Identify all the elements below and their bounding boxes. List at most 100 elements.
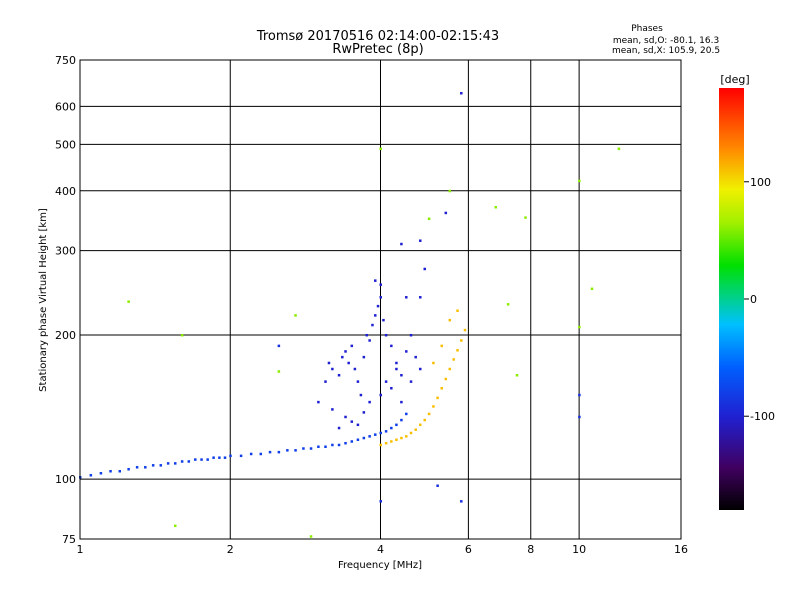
y-axis-title: Stationary phase Virtual Height [km] [38, 208, 49, 392]
data-point [427, 412, 431, 416]
data-point [379, 443, 382, 447]
data-point [362, 436, 366, 440]
data-point [395, 361, 398, 365]
data-point [194, 458, 197, 461]
stats-o-line: mean, sd,O: -80.1, 16.3 [613, 36, 719, 46]
data-point [590, 287, 594, 291]
y-tick-label: 75 [62, 533, 76, 546]
data-point [436, 396, 439, 400]
data-point [356, 380, 360, 383]
data-point [384, 441, 388, 445]
data-point [229, 454, 232, 458]
data-point [350, 440, 354, 443]
data-point [368, 339, 371, 342]
data-point [374, 433, 377, 436]
data-point [206, 458, 209, 461]
data-point [395, 367, 398, 371]
data-point [89, 474, 93, 477]
data-point [419, 423, 422, 427]
data-point [317, 400, 320, 404]
data-point [327, 361, 331, 365]
data-point [432, 405, 435, 408]
data-point [324, 380, 327, 383]
data-point [419, 367, 422, 371]
data-point [376, 304, 380, 308]
chart-title-line2: RwPretec (8p) [332, 42, 423, 57]
data-point [309, 447, 313, 450]
data-point [448, 189, 452, 193]
data-point [405, 412, 408, 416]
data-point [423, 267, 426, 271]
data-point [350, 420, 354, 423]
data-point [368, 400, 371, 404]
data-point [344, 350, 347, 353]
data-point [384, 333, 388, 337]
data-point [344, 441, 347, 445]
data-point [317, 445, 320, 448]
data-point [368, 435, 371, 438]
data-point [374, 314, 377, 317]
data-point [187, 460, 191, 463]
data-point [277, 450, 281, 454]
data-point [448, 367, 452, 371]
data-point [337, 426, 341, 430]
data-point [578, 325, 581, 329]
y-tick-label: 100 [55, 473, 76, 486]
data-point [390, 386, 393, 390]
data-point [452, 358, 455, 361]
y-tick-label: 300 [55, 245, 76, 258]
data-point [405, 435, 408, 438]
data-point [99, 472, 103, 475]
data-points [79, 91, 621, 538]
grid-lines [79, 59, 682, 540]
y-axis-ticks: 75 100 200 300 400 500 600 750 [55, 54, 76, 546]
data-point [379, 500, 382, 503]
data-point [419, 296, 422, 299]
colorbar-tick-label: 0 [750, 293, 757, 306]
data-point [223, 456, 227, 459]
data-point [506, 303, 510, 306]
data-point [463, 328, 467, 332]
x-tick-label: 1 [77, 543, 84, 556]
data-point [109, 469, 112, 473]
data-point [409, 380, 413, 383]
data-point [436, 484, 439, 487]
data-point [400, 373, 403, 377]
data-point [118, 469, 122, 473]
data-point [384, 380, 388, 383]
data-point [302, 447, 305, 450]
x-axis-ticks: 1 2 4 6 8 10 16 [77, 543, 689, 556]
data-point [414, 355, 417, 359]
data-point [259, 452, 263, 456]
data-point [362, 411, 366, 414]
data-point [382, 318, 385, 322]
x-tick-label: 4 [377, 543, 384, 556]
data-point [384, 430, 388, 433]
data-point [350, 344, 354, 348]
colorbar-ticks: 100 0 -100 [744, 176, 775, 423]
data-point [127, 300, 130, 303]
data-point [414, 428, 417, 431]
data-point [331, 408, 334, 411]
data-point [460, 500, 463, 503]
data-point [400, 400, 403, 404]
data-point [166, 462, 170, 465]
data-point [440, 386, 444, 390]
data-point [440, 344, 444, 348]
data-point [400, 436, 403, 440]
data-point [277, 370, 281, 373]
data-point [212, 456, 215, 459]
data-point [390, 344, 393, 348]
stats-x-line: mean, sd,X: 105.9, 20.5 [612, 46, 720, 56]
data-point [331, 443, 334, 447]
y-tick-label: 200 [55, 329, 76, 342]
data-point [371, 323, 374, 327]
data-point [173, 462, 177, 465]
data-point [379, 393, 382, 397]
data-point [456, 309, 459, 312]
data-point [400, 418, 403, 422]
data-point [405, 296, 408, 299]
data-point [524, 216, 527, 219]
data-point [423, 418, 426, 422]
